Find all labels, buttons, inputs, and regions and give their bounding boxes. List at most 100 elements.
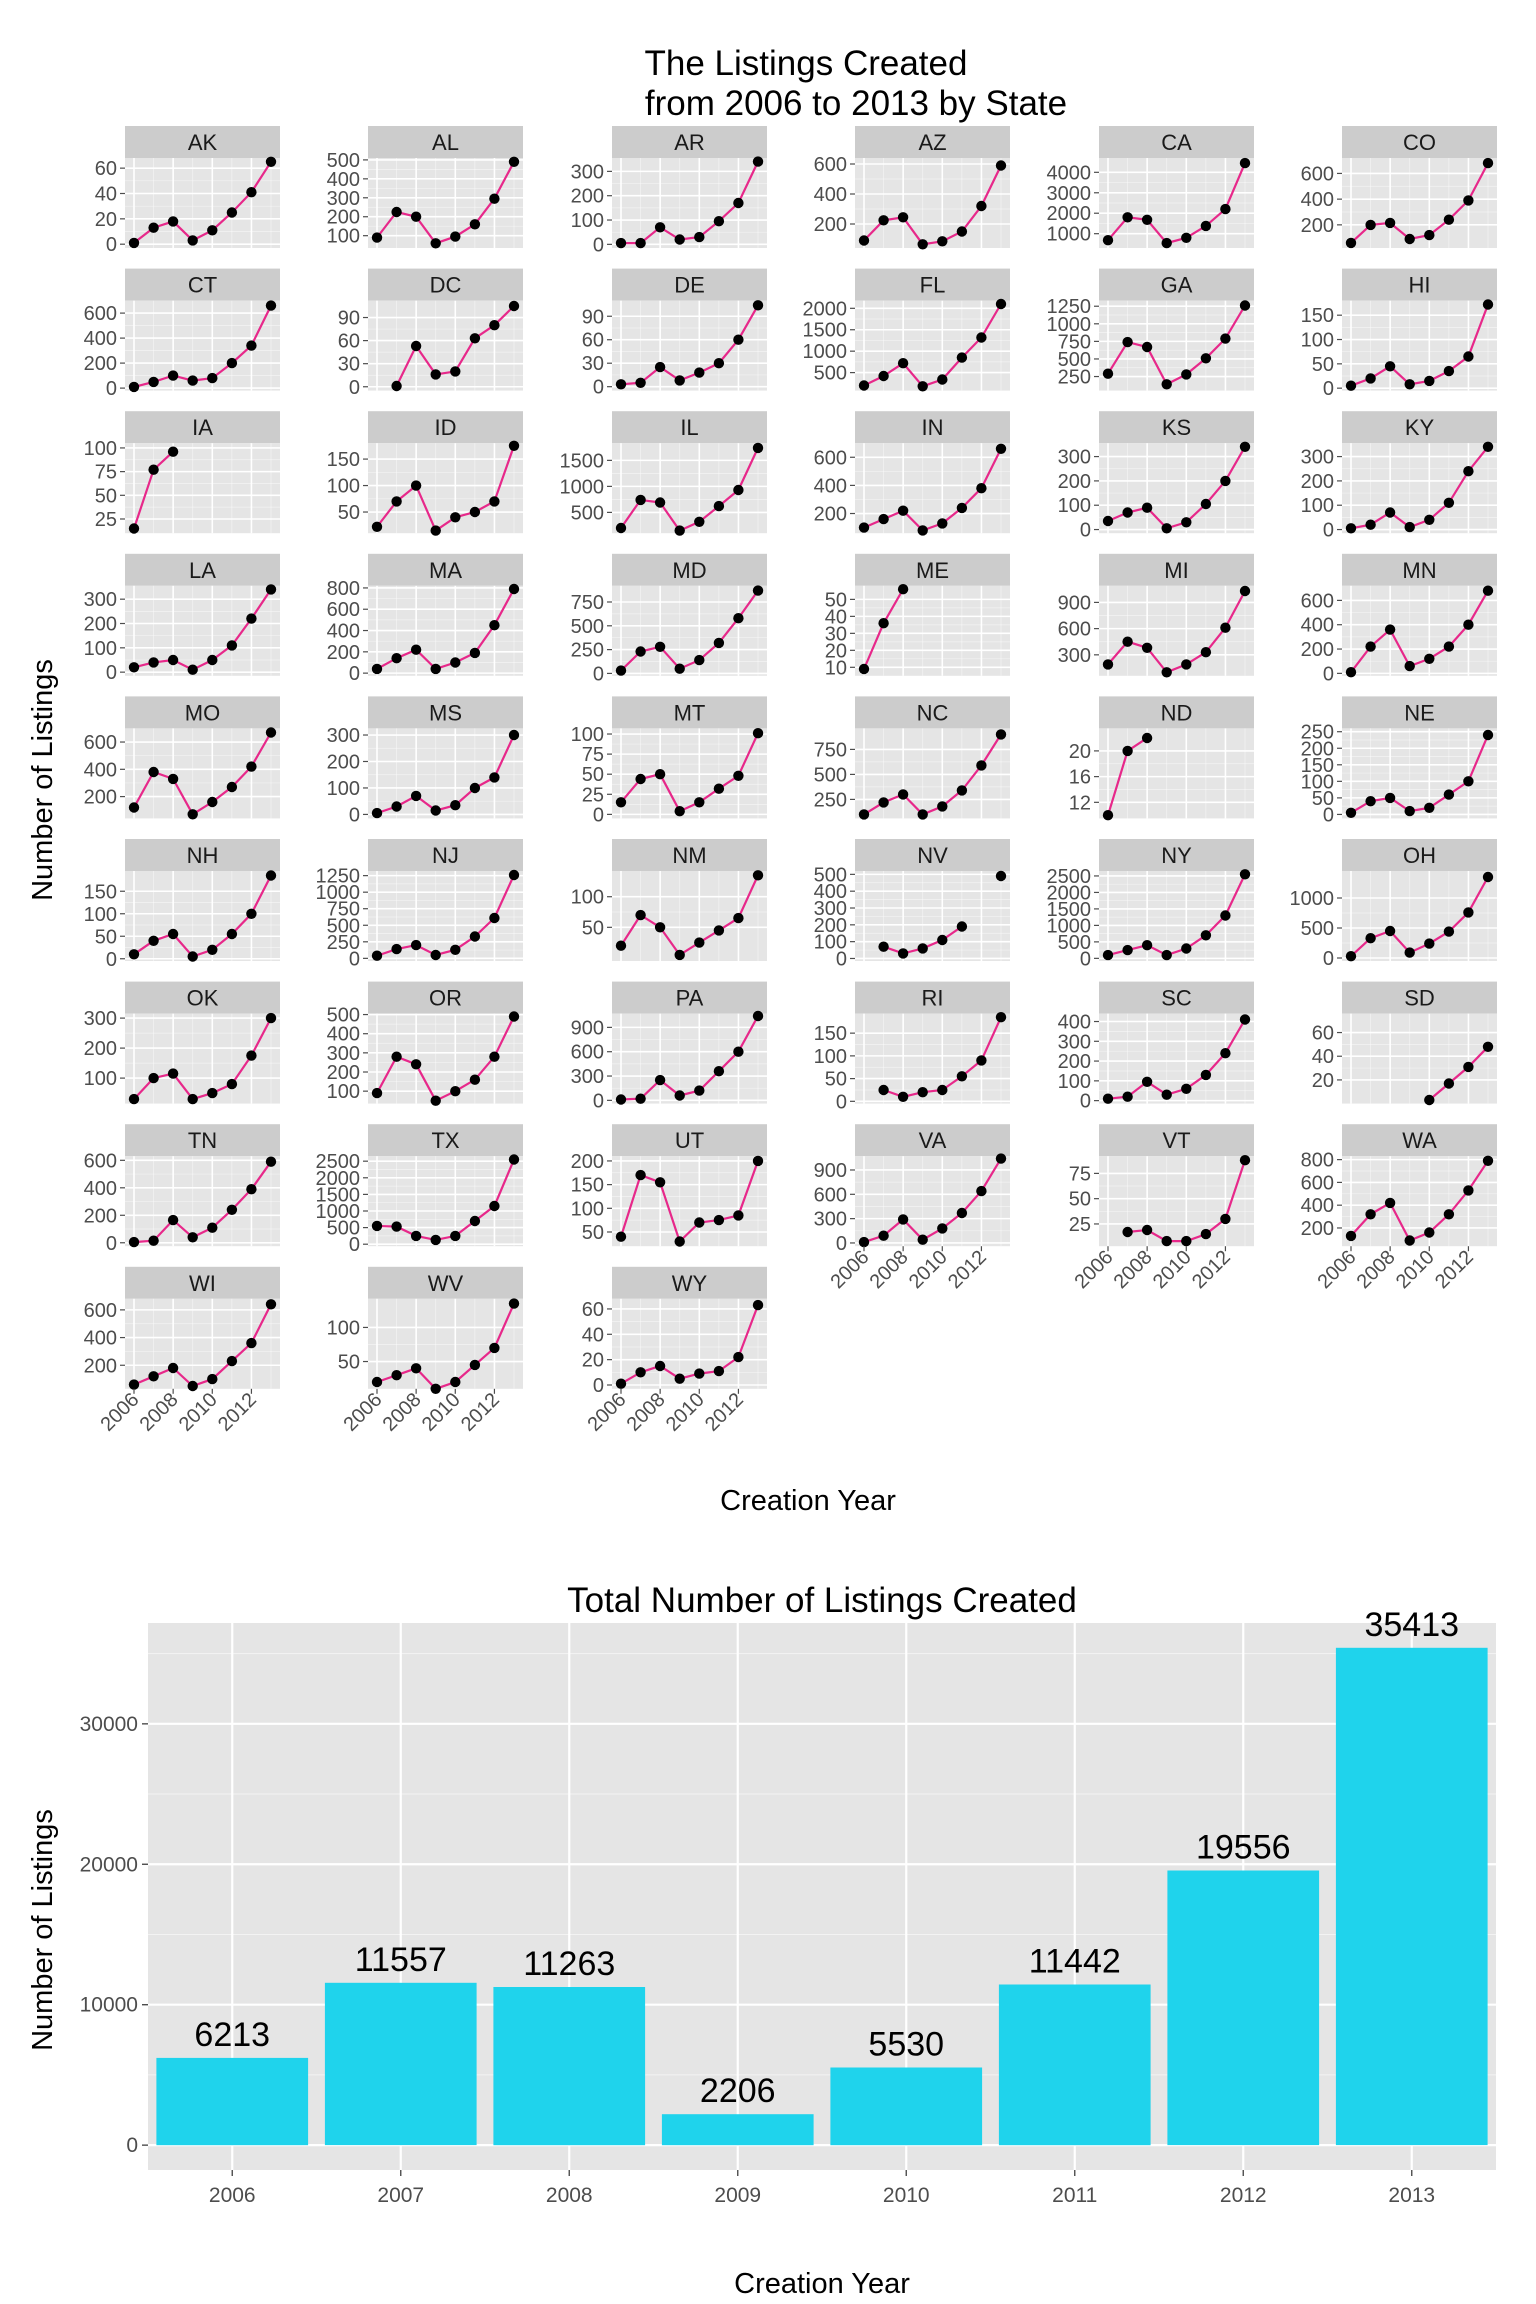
facet-data-point (1443, 1209, 1455, 1220)
facet-strip (612, 1124, 767, 1157)
facet-data-point (1404, 379, 1415, 390)
facet-data-point (167, 1068, 179, 1079)
facet-strip-label: DE (674, 273, 705, 298)
facet-data-point (246, 1050, 257, 1061)
bar-2006 (156, 2057, 309, 2146)
facet-data-point (1200, 498, 1212, 510)
facet-data-point (1200, 1069, 1212, 1081)
facet-strip (368, 696, 523, 729)
facet-y-tick-label: 500 (327, 1218, 360, 1240)
facet-data-point (674, 525, 685, 536)
facet-strip (125, 1266, 280, 1299)
facet-y-tick-label: 200 (327, 642, 360, 664)
facet-data-point (878, 513, 889, 525)
bar-2012 (1167, 1870, 1320, 2146)
facet-data-point (1141, 502, 1153, 513)
facet-y-tick-label: 250 (327, 932, 360, 954)
facet-data-point (1384, 925, 1396, 937)
facet-y-tick-label: 1000 (316, 1201, 361, 1223)
facet-data-point (1122, 507, 1133, 518)
facet-y-tick-label: 100 (1301, 495, 1334, 517)
facet-strip-label: VA (919, 1128, 947, 1153)
facet-data-point (858, 663, 870, 675)
facet-data-point (654, 769, 666, 780)
facet-data-point (410, 480, 422, 491)
facet-data-point (1365, 641, 1376, 652)
facet-data-point (1404, 805, 1415, 817)
facet-data-point (508, 1154, 520, 1165)
facet-y-tick-label: 200 (84, 787, 117, 809)
facet-data-point (207, 225, 218, 236)
facet-strip (1099, 553, 1254, 586)
facet-data-point (410, 1230, 422, 1242)
facet-data-point (1161, 667, 1172, 678)
facet-y-tick-label: 12 (1069, 792, 1091, 814)
facet-y-tick-label: 0 (1323, 520, 1334, 542)
facet-strip-label: GA (1161, 273, 1193, 298)
facet-data-point (858, 809, 870, 820)
facet-data-point (713, 500, 725, 512)
facet-data-point (733, 613, 744, 624)
facet-y-tick-label: 60 (95, 158, 117, 180)
facet-strip (1342, 696, 1497, 729)
facet-strip-label: FL (920, 273, 946, 298)
facet-strip (855, 411, 1010, 444)
facet-data-point (1200, 220, 1212, 232)
facet-y-tick-label: 600 (814, 1184, 847, 1206)
facet-strip (855, 981, 1010, 1014)
facet-data-point (489, 193, 500, 204)
facet-y-tick-label: 200 (571, 1151, 604, 1173)
facet-y-tick-label: 200 (1301, 215, 1334, 237)
facet-data-point (128, 1093, 140, 1105)
facet-y-tick-label: 400 (327, 1024, 360, 1046)
facet-strip-label: CT (188, 273, 217, 298)
facet-y-tick-label: 90 (338, 308, 360, 330)
facet-y-tick-label: 0 (1080, 520, 1091, 542)
facet-strip (125, 1124, 280, 1157)
facet-y-tick-label: 0 (1323, 663, 1334, 685)
facet-data-point (878, 215, 889, 226)
facet-panel (612, 1013, 767, 1104)
facet-y-tick-label: 400 (84, 759, 117, 781)
facet-y-tick-label: 60 (582, 1299, 604, 1321)
bar-data-label: 2206 (700, 2072, 776, 2110)
facet-y-tick-label: 75 (1069, 1163, 1091, 1185)
facet-data-point (858, 522, 870, 533)
bar-x-tick-label: 2006 (209, 2184, 256, 2207)
facet-y-tick-label: 100 (327, 778, 360, 800)
facet-data-point (508, 300, 520, 312)
facet-data-point (1365, 933, 1376, 944)
facet-y-tick-label: 50 (582, 1222, 604, 1244)
facet-data-point (635, 1367, 646, 1378)
facet-data-point (1122, 336, 1133, 348)
facet-y-tick-label: 0 (106, 1233, 117, 1255)
facet-data-point (1220, 203, 1231, 215)
facet-data-point (1181, 659, 1192, 670)
bar-chart: 0 10000 20000 30000 6213 2006 11557 2007 11263 20… (80, 1606, 1496, 2207)
bar-data-label: 11557 (355, 1941, 447, 1979)
facet-data-point (937, 374, 948, 385)
facet-data-point (1365, 219, 1376, 231)
facet-data-point (917, 525, 928, 536)
facet-data-point (733, 770, 744, 781)
facet-panel (368, 1298, 523, 1389)
facet-data-point (752, 442, 764, 454)
facet-data-point (167, 654, 179, 666)
facet-data-point (1161, 379, 1172, 390)
facet-y-tick-label: 200 (327, 751, 360, 773)
facet-y-tick-label: 1500 (560, 450, 605, 472)
facet-strip-label: IN (922, 415, 944, 440)
facet-data-point (226, 640, 238, 651)
facet-y-tick-label: 100 (84, 1068, 117, 1090)
facet-y-tick-label: 50 (95, 485, 117, 507)
facet-y-tick-label: 100 (327, 1081, 360, 1103)
facet-y-tick-label: 20 (1312, 1070, 1334, 1092)
facet-data-point (187, 1093, 198, 1105)
facet-strip-label: LA (189, 558, 216, 583)
facet-data-point (976, 1185, 987, 1197)
